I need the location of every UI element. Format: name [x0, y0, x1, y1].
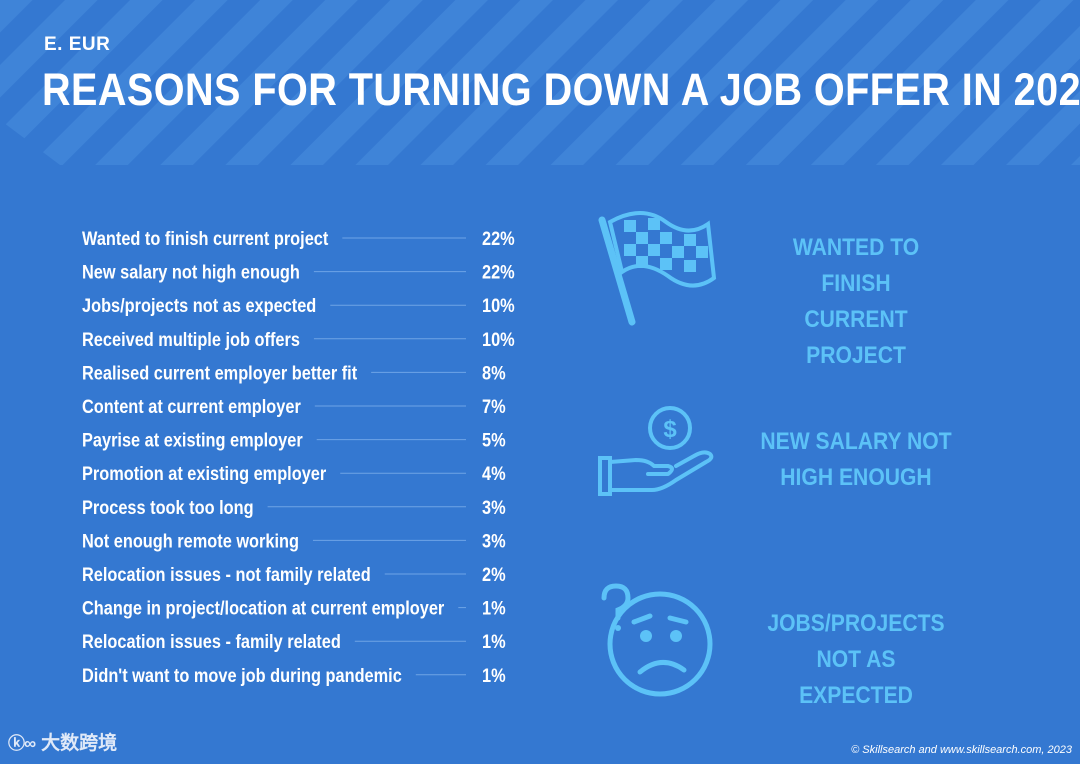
reason-label: Payrise at existing employer [82, 431, 303, 452]
reason-label: Relocation issues - family related [82, 632, 341, 653]
reason-label: Change in project/location at current em… [82, 599, 445, 620]
highlight-line: CURRENT PROJECT [804, 306, 908, 369]
svg-text:$: $ [663, 416, 677, 443]
highlight-line: JOBS/PROJECTS [767, 610, 945, 637]
value-label: 5% [482, 431, 506, 452]
logo-text: 大数跨境 [41, 733, 118, 754]
highlight-jobs-projects: JOBS/PROJECTS NOT AS EXPECTED [759, 606, 953, 714]
confused-face-icon [601, 583, 713, 697]
reason-label: Wanted to finish current project [82, 229, 329, 250]
value-label: 1% [482, 632, 506, 653]
reason-label: Realised current employer better fit [82, 363, 358, 384]
value-label: 1% [482, 599, 506, 620]
value-label: 10% [482, 330, 515, 351]
value-label: 4% [482, 464, 506, 485]
highlight-line: WANTED TO FINISH [792, 234, 920, 297]
value-label: 7% [482, 397, 506, 418]
highlight-line: HIGH ENOUGH [780, 464, 932, 491]
logo-mark-icon: ⓚ∞ [8, 734, 36, 753]
highlight-line: NEW SALARY NOT [760, 428, 952, 455]
highlight-line: NOT AS EXPECTED [799, 646, 913, 709]
copyright-credit: © Skillsearch and www.skillsearch.com, 2… [851, 744, 1072, 756]
reason-label: Jobs/projects not as expected [82, 296, 316, 317]
value-label: 1% [482, 666, 506, 687]
value-label: 3% [482, 498, 506, 519]
checkered-flag-icon [598, 211, 717, 326]
page-title: REASONS FOR TURNING DOWN A JOB OFFER IN … [42, 64, 1080, 115]
reason-label: Received multiple job offers [82, 330, 300, 351]
value-label: 22% [482, 263, 515, 284]
reason-label: Not enough remote working [82, 531, 299, 552]
hand-dollar-icon: $ [598, 406, 714, 496]
highlight-salary: NEW SALARY NOT HIGH ENOUGH [759, 424, 953, 496]
value-label: 2% [482, 565, 506, 586]
diagonal-stripes-decoration [0, 0, 1080, 165]
reason-label: Didn't want to move job during pandemic [82, 666, 402, 687]
header-banner: E. EUR REASONS FOR TURNING DOWN A JOB OF… [0, 0, 1080, 165]
value-label: 3% [482, 531, 506, 552]
value-label: 10% [482, 296, 515, 317]
highlight-finish-project: WANTED TO FINISH CURRENT PROJECT [759, 230, 953, 374]
value-label: 22% [482, 229, 515, 250]
section-label: E. EUR [44, 34, 111, 55]
reason-label: Content at current employer [82, 397, 301, 418]
reason-label: Promotion at existing employer [82, 464, 327, 485]
reason-label: Relocation issues - not family related [82, 565, 371, 586]
reason-label: New salary not high enough [82, 263, 300, 284]
watermark-logo: ⓚ∞ 大数跨境 [8, 728, 117, 755]
reason-label: Process took too long [82, 498, 254, 519]
value-label: 8% [482, 363, 506, 384]
